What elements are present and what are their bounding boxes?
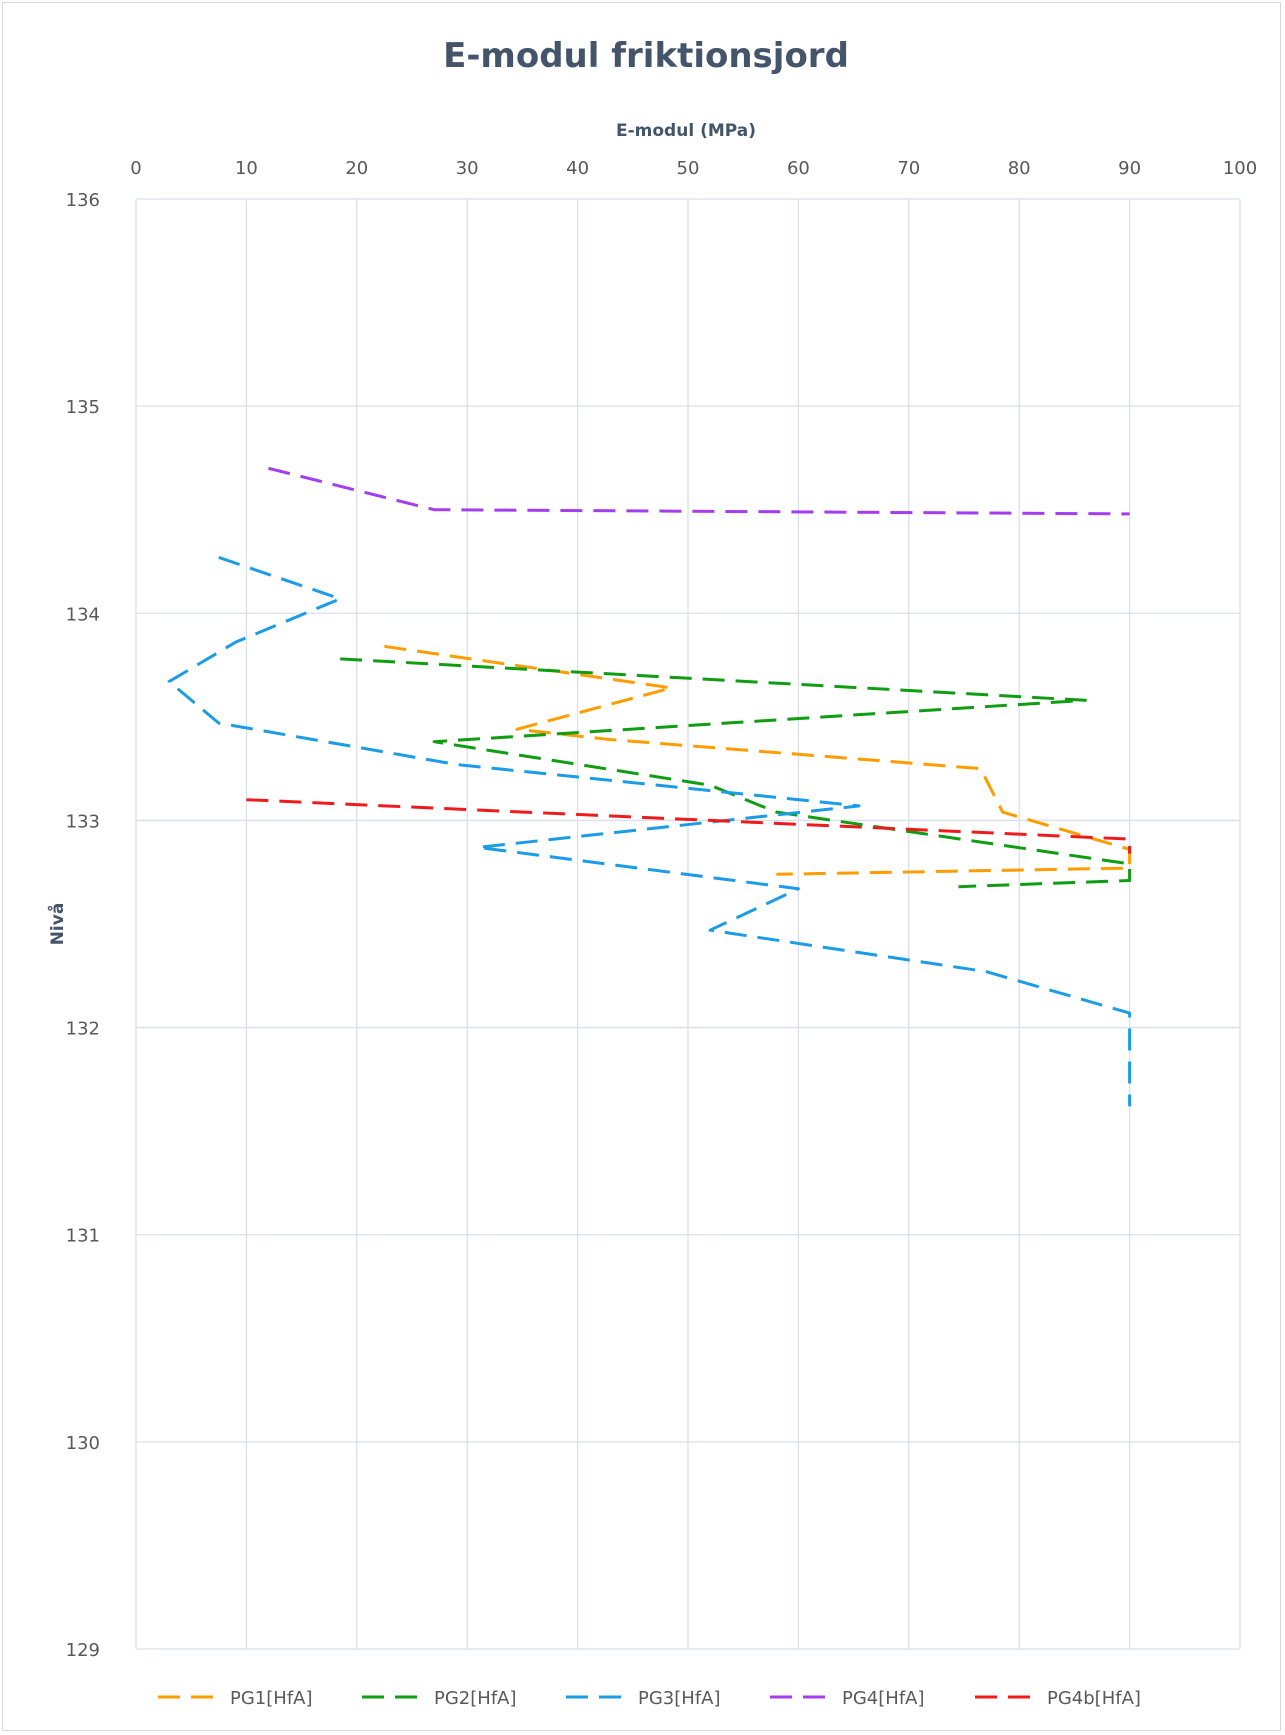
series-line-pg2-hfa: [340, 657, 1132, 889]
x-tick-label: 30: [456, 158, 479, 179]
y-tick-label: 136: [66, 190, 100, 211]
series-line-pg4b-hfa: [246, 798, 1132, 854]
x-tick-labels: 0 10 20 30 40 50 60 70 80 90 100: [130, 158, 1257, 179]
legend-label: PG1[HfA]: [230, 1688, 313, 1709]
x-axis-title: E-modul (MPa): [616, 121, 756, 141]
y-tick-label: 135: [66, 397, 100, 418]
x-tick-label: 50: [677, 158, 700, 179]
series-line-pg1-hfa: [384, 644, 1132, 876]
y-tick-labels: 129 130 131 132 133 134 135 136: [66, 190, 100, 1661]
legend-label: PG3[HfA]: [638, 1688, 721, 1709]
y-tick-label: 134: [66, 604, 100, 625]
series-line-pg3-hfa: [167, 555, 1132, 1107]
series-line-pg4-hfa: [268, 466, 1130, 516]
legend: PG1[HfA] PG2[HfA] PG3[HfA] PG4[HfA] PG4b[HfA…: [158, 1688, 1141, 1709]
y-tick-label: 129: [66, 1640, 100, 1661]
y-axis-title: Nivå: [46, 903, 68, 946]
x-tick-label: 80: [1008, 158, 1031, 179]
gridlines: [135, 198, 1241, 1650]
x-tick-label: 90: [1118, 158, 1141, 179]
y-tick-label: 133: [66, 811, 100, 832]
legend-label: PG4[HfA]: [842, 1688, 925, 1709]
x-tick-label: 70: [897, 158, 920, 179]
x-tick-label: 100: [1223, 158, 1257, 179]
x-tick-label: 40: [566, 158, 589, 179]
y-tick-label: 130: [66, 1433, 100, 1454]
x-tick-label: 0: [130, 158, 141, 179]
chart-title: E-modul friktionsjord: [443, 36, 849, 76]
series-lines: [167, 466, 1132, 1107]
legend-label: PG2[HfA]: [434, 1688, 517, 1709]
legend-label: PG4b[HfA]: [1047, 1688, 1141, 1709]
y-tick-label: 131: [66, 1226, 100, 1247]
x-tick-label: 10: [235, 158, 258, 179]
x-tick-label: 60: [787, 158, 810, 179]
y-tick-label: 132: [66, 1019, 100, 1040]
x-tick-label: 20: [345, 158, 368, 179]
